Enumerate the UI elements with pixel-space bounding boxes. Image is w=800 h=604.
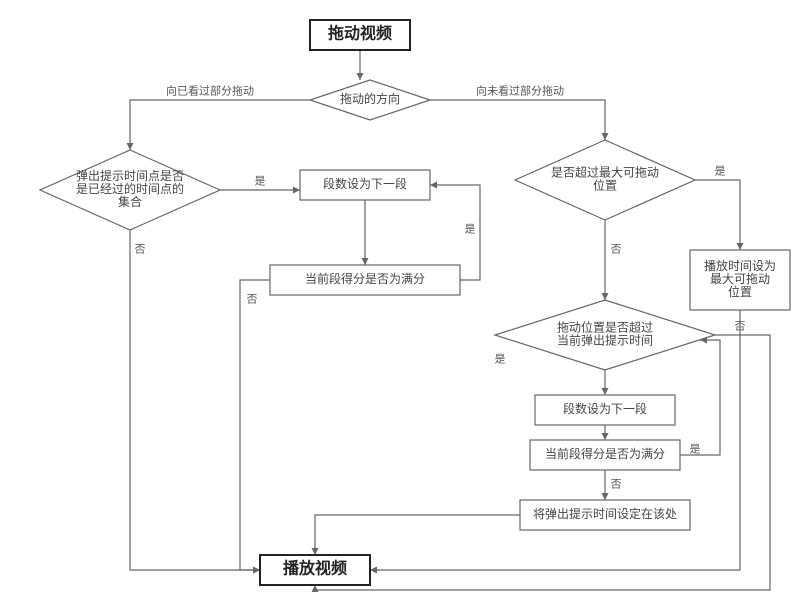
node-fullScore: 当前段得分是否为满分	[270, 265, 460, 295]
node-setPopTime: 将弹出提示时间设定在该处	[520, 500, 690, 530]
node-dir: 拖动的方向	[310, 80, 430, 120]
node-text-overMax-1: 位置	[593, 177, 617, 192]
node-text-setMax-1: 最大可拖动	[710, 272, 770, 286]
edge-dir-leftCheck	[130, 100, 310, 150]
node-text-leftCheck-1: 是已经过的时间点的	[76, 181, 184, 196]
edge-dir-overMax	[430, 100, 605, 140]
node-text-start-0: 拖动视频	[328, 24, 392, 43]
edge-label-dir-leftCheck: 向已看过部分拖动	[166, 84, 254, 98]
edge-label-fullScore2-setPopTime: 否	[611, 479, 622, 491]
node-leftCheck: 弹出提示时间点是否是已经过的时间点的集合	[40, 150, 220, 230]
node-play: 播放视频	[260, 555, 370, 585]
node-start: 拖动视频	[310, 20, 410, 50]
node-overMax: 是否超过最大可拖动位置	[515, 140, 695, 220]
node-text-setPopTime-0: 将弹出提示时间设定在该处	[533, 506, 677, 521]
edge-label-posCheck-nextSeg2: 是	[495, 353, 506, 366]
node-text-setMax-0: 播放时间设为	[704, 258, 776, 273]
node-text-leftCheck-2: 集合	[118, 194, 142, 209]
node-text-nextSeg2-0: 段数设为下一段	[563, 401, 647, 416]
edge-label-overMax-posCheck: 否	[611, 244, 622, 256]
edge-label-dir-overMax: 向未看过部分拖动	[476, 84, 564, 98]
node-text-dir-0: 拖动的方向	[340, 91, 400, 106]
node-fullScore2: 当前段得分是否为满分	[530, 440, 680, 470]
edge-posCheck-play	[315, 335, 770, 590]
edge-label-overMax-setMax: 是	[715, 165, 726, 178]
node-text-nextSeg-0: 段数设为下一段	[323, 176, 407, 191]
edge-label-fullScore2-posCheck: 是	[690, 443, 701, 456]
node-text-fullScore2-0: 当前段得分是否为满分	[545, 446, 665, 461]
edge-label-leftCheck-play: 否	[135, 244, 146, 256]
edge-overMax-setMax	[695, 180, 740, 250]
node-text-posCheck-0: 拖动位置是否超过	[557, 319, 653, 334]
edge-label-fullScore-play: 否	[247, 294, 258, 306]
edge-label-posCheck-play: 否	[735, 321, 746, 333]
edge-fullScore2-posCheck	[680, 340, 720, 455]
edge-label-fullScore-nextSeg: 是	[465, 223, 476, 236]
edge-setPopTime-play	[315, 515, 520, 555]
edge-label-leftCheck-nextSeg: 是	[255, 175, 266, 188]
node-text-leftCheck-0: 弹出提示时间点是否	[76, 168, 184, 183]
node-text-play-0: 播放视频	[283, 559, 347, 578]
node-text-overMax-0: 是否超过最大可拖动	[551, 164, 659, 179]
node-text-setMax-2: 位置	[728, 284, 752, 299]
node-nextSeg: 段数设为下一段	[300, 170, 430, 200]
node-text-posCheck-1: 当前弹出提示时间	[557, 332, 653, 347]
node-posCheck: 拖动位置是否超过当前弹出提示时间	[495, 300, 715, 370]
edge-fullScore-play	[240, 280, 270, 570]
node-setMax: 播放时间设为最大可拖动位置	[690, 250, 790, 310]
node-text-fullScore-0: 当前段得分是否为满分	[305, 271, 425, 286]
node-nextSeg2: 段数设为下一段	[535, 395, 675, 425]
